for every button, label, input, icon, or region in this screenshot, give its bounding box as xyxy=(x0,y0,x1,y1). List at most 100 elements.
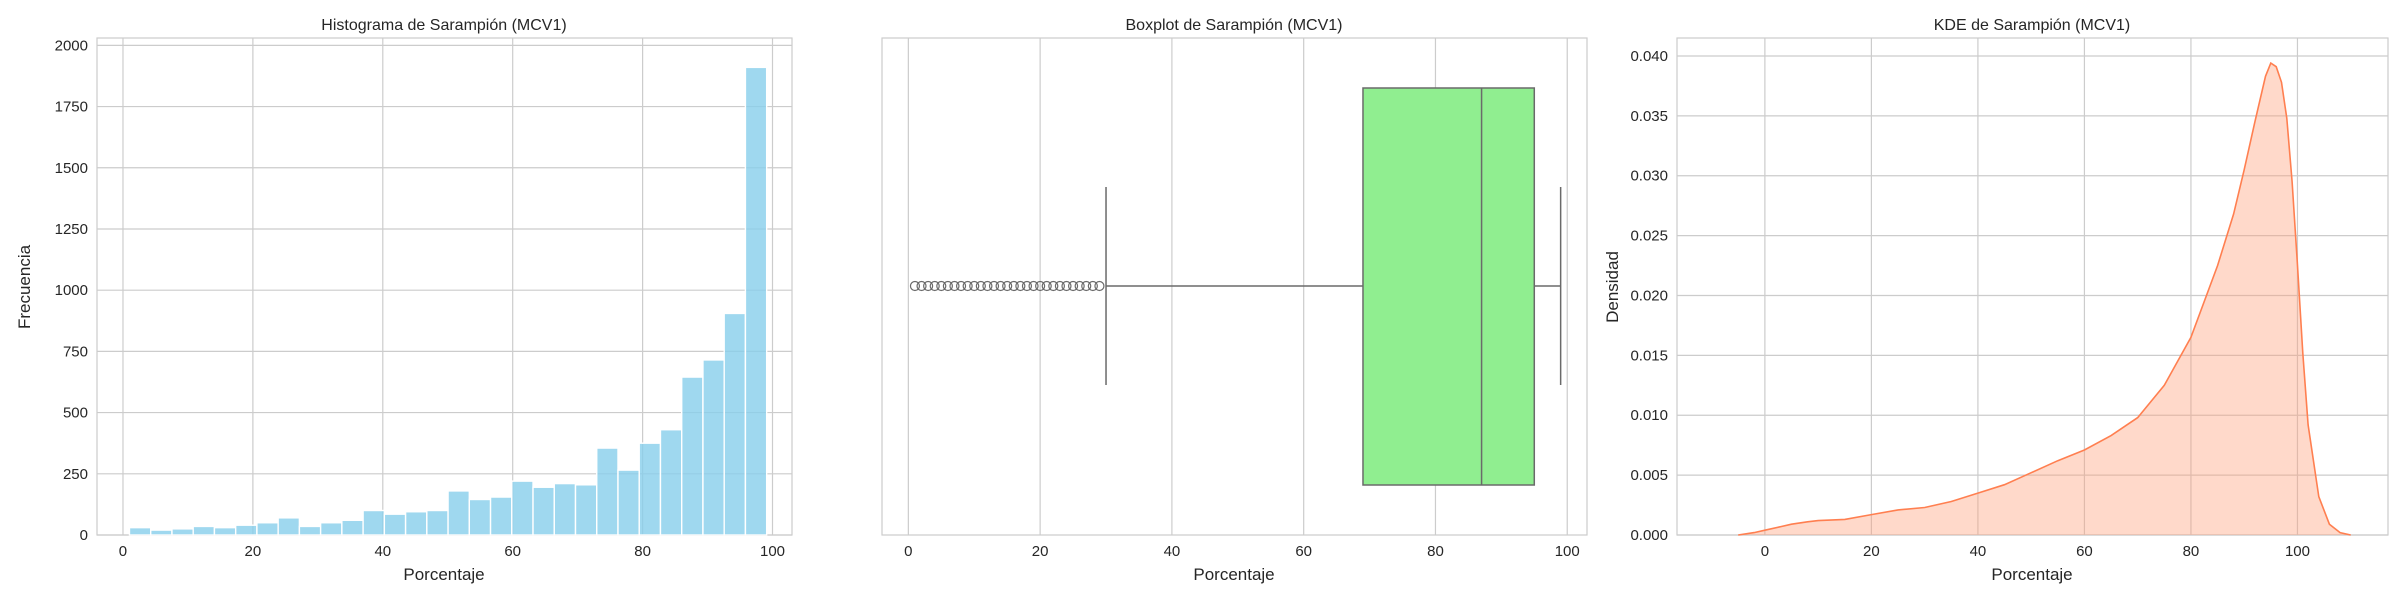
boxplot-outlier-point xyxy=(1008,280,1019,292)
boxplot-outlier-point xyxy=(1041,280,1052,292)
boxplot-panel: 0 20 40 60 80 100 Boxplot de Sarampión (MCV1)… xyxy=(881,17,1588,584)
histogram-bar xyxy=(256,522,279,536)
boxplot-outlier-point xyxy=(982,280,993,292)
histogram-x-label: Porcentaje xyxy=(403,565,484,584)
boxplot-outlier-point xyxy=(929,280,940,292)
histogram-x-tick-label: 100 xyxy=(760,543,785,560)
histogram-bar xyxy=(596,447,619,536)
boxplot-x-tick-label: 20 xyxy=(1032,543,1049,560)
boxplot-x-tick-label: 40 xyxy=(1164,543,1181,560)
histogram-bar xyxy=(659,429,683,536)
boxplot-x-tick-label: 0 xyxy=(904,543,912,560)
kde-x-ticks: 0 20 40 60 80 100 xyxy=(1761,543,2310,560)
histogram-bar xyxy=(213,526,237,536)
histogram-x-tick-label: 0 xyxy=(119,543,127,560)
histogram-bar xyxy=(511,480,534,536)
boxplot-outlier-point xyxy=(1002,280,1013,292)
histogram-panel: 0 20 40 60 80 100 0 250 500 750 1000 1250 1500 1750 2… xyxy=(15,17,793,584)
histogram-bar xyxy=(341,519,364,536)
histogram-bar xyxy=(681,376,704,536)
kde-y-tick-label: 0.005 xyxy=(1630,467,1668,484)
boxplot-outlier-point xyxy=(995,280,1006,292)
histogram-bar xyxy=(468,498,492,536)
histogram-bar xyxy=(362,509,386,536)
histogram-bar xyxy=(171,528,194,536)
boxplot-shapes xyxy=(909,87,1562,486)
kde-y-tick-label: 0.035 xyxy=(1630,108,1668,125)
kde-density-line xyxy=(1738,61,2351,536)
boxplot-outlier-point xyxy=(1015,280,1026,292)
kde-x-label: Porcentaje xyxy=(1991,565,2072,584)
boxplot-outlier-point xyxy=(936,280,947,292)
kde-x-tick-label: 40 xyxy=(1970,543,1987,560)
histogram-bar xyxy=(150,529,173,536)
histogram-y-tick-label: 500 xyxy=(63,405,88,422)
boxplot-outlier-point xyxy=(1081,280,1092,292)
boxplot-x-label: Porcentaje xyxy=(1193,565,1274,584)
histogram-x-tick-label: 40 xyxy=(374,543,391,560)
boxplot-outlier-point xyxy=(955,280,967,292)
boxplot-outlier-point xyxy=(909,280,921,292)
histogram-bar xyxy=(574,484,598,536)
histogram-bar xyxy=(277,517,301,536)
histogram-bar xyxy=(723,312,747,536)
histogram-bar xyxy=(638,442,662,536)
histogram-bar xyxy=(319,522,343,536)
boxplot-outlier-point xyxy=(1094,280,1105,292)
boxplot-outlier-point xyxy=(962,280,973,292)
kde-x-tick-label: 60 xyxy=(2076,543,2093,560)
kde-fill-area xyxy=(1738,63,2351,535)
histogram-bars xyxy=(128,66,768,536)
histogram-bar xyxy=(128,526,152,536)
boxplot-outlier-point xyxy=(975,280,986,292)
histogram-x-ticks: 0 20 40 60 80 100 xyxy=(119,543,785,560)
histogram-bar xyxy=(192,525,216,536)
boxplot-outlier-point xyxy=(1028,280,1039,292)
boxplot-x-tick-label: 80 xyxy=(1427,543,1444,560)
boxplot-outlier-point xyxy=(923,280,934,292)
kde-y-tick-label: 0.000 xyxy=(1630,527,1668,544)
kde-x-tick-label: 80 xyxy=(2183,543,2200,560)
kde-y-tick-label: 0.015 xyxy=(1630,347,1668,364)
boxplot-outlier-point xyxy=(1087,280,1098,292)
kde-gridlines xyxy=(1677,38,2388,536)
boxplot-outlier-point xyxy=(1054,280,1065,292)
histogram-bar xyxy=(553,482,577,536)
histogram-bar xyxy=(426,509,449,536)
boxplot-outlier-point xyxy=(942,280,953,292)
kde-plot-area xyxy=(1676,37,2389,536)
boxplot-outlier-point xyxy=(1074,280,1085,292)
histogram-y-ticks: 0 250 500 750 1000 1250 1500 1750 2000 xyxy=(55,37,88,544)
boxplot-outlier-point xyxy=(1067,280,1079,292)
boxplot-box xyxy=(1362,87,1536,486)
histogram-y-tick-label: 1000 xyxy=(55,282,88,299)
kde-x-tick-label: 100 xyxy=(2285,543,2310,560)
boxplot-outlier-point xyxy=(969,280,980,292)
kde-title: KDE de Sarampión (MCV1) xyxy=(1934,17,2131,34)
histogram-y-tick-label: 1500 xyxy=(55,160,88,177)
histogram-bar xyxy=(532,486,555,536)
histogram-bar xyxy=(298,525,322,536)
histogram-bar xyxy=(744,66,768,536)
histogram-bar xyxy=(234,524,258,536)
histogram-x-tick-label: 60 xyxy=(504,543,521,560)
histogram-bar xyxy=(404,511,428,536)
histogram-bar xyxy=(702,359,725,536)
histogram-y-tick-label: 2000 xyxy=(55,37,88,54)
boxplot-x-ticks: 0 20 40 60 80 100 xyxy=(904,543,1580,560)
histogram-title: Histograma de Sarampión (MCV1) xyxy=(321,17,566,34)
boxplot-outlier-point xyxy=(949,280,960,292)
histogram-bar xyxy=(447,490,471,536)
boxplot-outlier-point xyxy=(1048,280,1059,292)
histogram-y-label: Frecuencia xyxy=(15,244,34,329)
boxplot-outlier-point xyxy=(1061,280,1072,292)
boxplot-outlier-point xyxy=(916,280,927,292)
boxplot-title: Boxplot de Sarampión (MCV1) xyxy=(1126,17,1343,34)
boxplot-outlier-point xyxy=(1035,280,1046,292)
kde-panel: 0 20 40 60 80 100 0.0000.0050.0100.0150.0200.… xyxy=(1603,17,2389,584)
kde-curve-group xyxy=(1738,61,2351,536)
histogram-y-tick-label: 0 xyxy=(80,527,88,544)
kde-y-ticks: 0.000 0.005 0.010 0.015 0.020 0.025 0.030 0.035… xyxy=(1630,48,1668,544)
kde-y-tick-label: 0.040 xyxy=(1630,48,1668,65)
